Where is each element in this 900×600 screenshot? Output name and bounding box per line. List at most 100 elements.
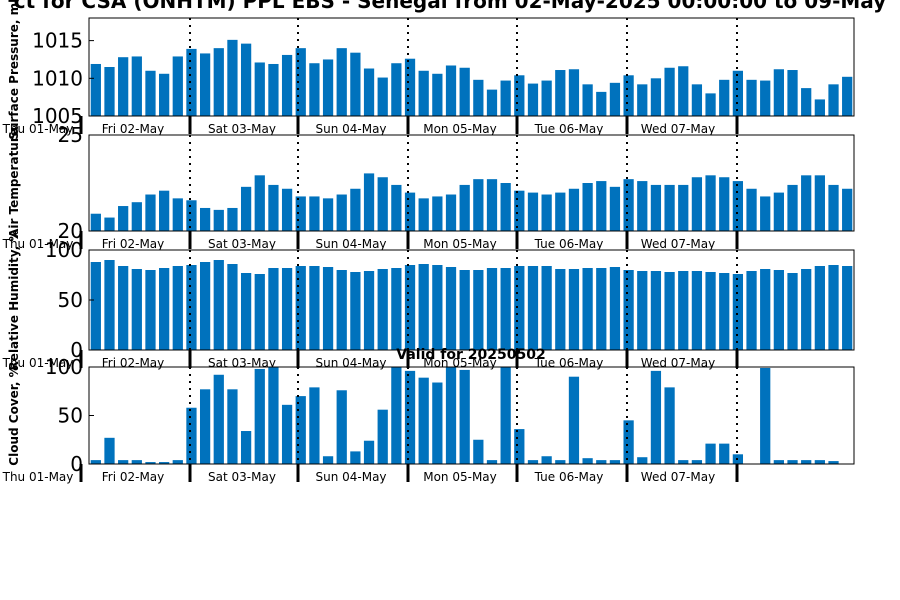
cloud-cover-x-tick-label: Tue 06-May xyxy=(534,470,604,484)
surface-pressure-y-tick-label: 1005 xyxy=(32,104,83,128)
surface-pressure-bar xyxy=(377,77,388,116)
surface-pressure-bar xyxy=(363,68,375,116)
surface-pressure-bar xyxy=(418,70,429,116)
cloud-cover-bar xyxy=(295,396,306,464)
surface-pressure-bar xyxy=(678,66,689,116)
surface-pressure-x-tick-label: Wed 07-May xyxy=(641,122,715,136)
air-temperature-bar xyxy=(391,184,402,231)
relative-humidity-bar xyxy=(514,266,525,350)
cloud-cover-x-tick-label: Sun 04-May xyxy=(315,470,386,484)
surface-pressure-y-axis-label: Surface Pressure, mb xyxy=(7,0,21,140)
surface-pressure-bar xyxy=(459,67,470,116)
air-temperature-bar xyxy=(568,188,580,231)
relative-humidity-bar xyxy=(336,270,347,350)
cloud-cover-bar xyxy=(363,440,375,464)
surface-pressure-bar xyxy=(432,73,443,116)
relative-humidity-bar xyxy=(787,273,798,350)
surface-pressure-bar xyxy=(186,48,197,116)
cloud-cover-bar xyxy=(186,407,197,464)
surface-pressure-bar xyxy=(172,56,183,116)
relative-humidity-bar xyxy=(732,274,744,350)
cloud-cover-x-tick-label: Wed 07-May xyxy=(641,470,715,484)
surface-pressure-bar xyxy=(445,65,457,116)
surface-pressure-bar xyxy=(760,80,771,116)
surface-pressure-bar xyxy=(828,84,839,116)
surface-pressure-axes-frame xyxy=(88,17,855,117)
air-temperature-bar xyxy=(131,202,142,231)
relative-humidity-bar xyxy=(719,273,730,350)
cloud-cover-y-axis-label: Cloud Cover, % xyxy=(7,365,21,465)
relative-humidity-bar xyxy=(295,266,306,350)
surface-pressure-bar xyxy=(131,56,142,116)
relative-humidity-bar xyxy=(377,269,388,350)
air-temperature-bar xyxy=(691,177,703,231)
cloud-cover-bar xyxy=(582,458,593,464)
surface-pressure-bar xyxy=(90,63,101,116)
cloud-cover-bar xyxy=(445,367,457,464)
cloud-cover-bar xyxy=(159,462,170,464)
relative-humidity-bar xyxy=(637,271,648,350)
air-temperature-bar xyxy=(828,184,839,231)
cloud-cover-bar xyxy=(459,369,470,464)
cloud-cover-bar xyxy=(240,431,252,464)
cloud-cover-bar xyxy=(719,443,730,464)
cloud-cover-bar xyxy=(486,460,498,464)
surface-pressure-x-tick-label: Fri 02-May xyxy=(102,122,165,136)
cloud-cover-bar xyxy=(432,382,443,464)
relative-humidity-x-tick-label: Thu 01-May xyxy=(2,356,74,370)
surface-pressure-bar xyxy=(336,48,347,116)
relative-humidity-bar xyxy=(582,268,593,350)
air-temperature-x-tick-label: Mon 05-May xyxy=(423,237,497,251)
cloud-cover-bar xyxy=(404,370,416,464)
surface-pressure-y-tick-label: 1015 xyxy=(32,29,83,53)
air-temperature-bar xyxy=(527,192,539,231)
relative-humidity-bar xyxy=(650,271,662,350)
relative-humidity-bar xyxy=(691,271,703,350)
relative-humidity-bar xyxy=(432,265,443,350)
cloud-cover-bar xyxy=(705,443,716,464)
relative-humidity-bar xyxy=(678,271,689,350)
air-temperature-bar xyxy=(541,194,552,231)
air-temperature-bar xyxy=(555,192,566,231)
surface-pressure-bar xyxy=(746,79,757,116)
relative-humidity-bar xyxy=(254,274,265,350)
cloud-cover-x-tick-label: Thu 01-May xyxy=(2,470,74,484)
cloud-cover-bar xyxy=(596,460,607,464)
air-temperature-bar xyxy=(623,179,634,231)
air-temperature-x-tick-label: Wed 07-May xyxy=(641,237,715,251)
relative-humidity-bar xyxy=(199,262,211,350)
relative-humidity-x-tick-label: Fri 02-May xyxy=(102,356,165,370)
air-temperature-bar xyxy=(363,173,375,231)
surface-pressure-bar xyxy=(773,69,784,116)
air-temperature-bar xyxy=(322,198,334,231)
air-temperature-bar xyxy=(842,188,853,231)
relative-humidity-bar xyxy=(705,272,716,350)
surface-pressure-bar xyxy=(104,67,115,116)
cloud-cover-bar xyxy=(391,367,402,464)
air-temperature-bar xyxy=(104,217,115,231)
cloud-cover-bar xyxy=(268,367,279,464)
cloud-cover-bar xyxy=(637,457,648,464)
air-temperature-bar xyxy=(637,181,648,231)
relative-humidity-x-tick-label: Wed 07-May xyxy=(641,356,715,370)
cloud-cover-y-tick-label: 100 xyxy=(45,355,83,379)
surface-pressure-bar xyxy=(650,78,662,116)
surface-pressure-bar xyxy=(281,54,293,116)
surface-pressure-bar xyxy=(486,89,498,116)
relative-humidity-bar xyxy=(159,268,170,350)
air-temperature-bar xyxy=(404,192,416,231)
relative-humidity-bar xyxy=(104,260,115,350)
air-temperature-bar xyxy=(596,181,607,231)
cloud-cover-bar xyxy=(350,451,361,464)
relative-humidity-bar xyxy=(118,266,129,350)
cloud-cover-bar xyxy=(527,460,539,464)
relative-humidity-y-axis-label: Relative Humidity, % xyxy=(7,230,21,371)
air-temperature-bar xyxy=(240,186,252,231)
surface-pressure-bar xyxy=(322,59,334,116)
relative-humidity-bar xyxy=(391,268,402,350)
cloud-cover-bar xyxy=(828,461,839,464)
cloud-cover-bar xyxy=(568,376,580,464)
